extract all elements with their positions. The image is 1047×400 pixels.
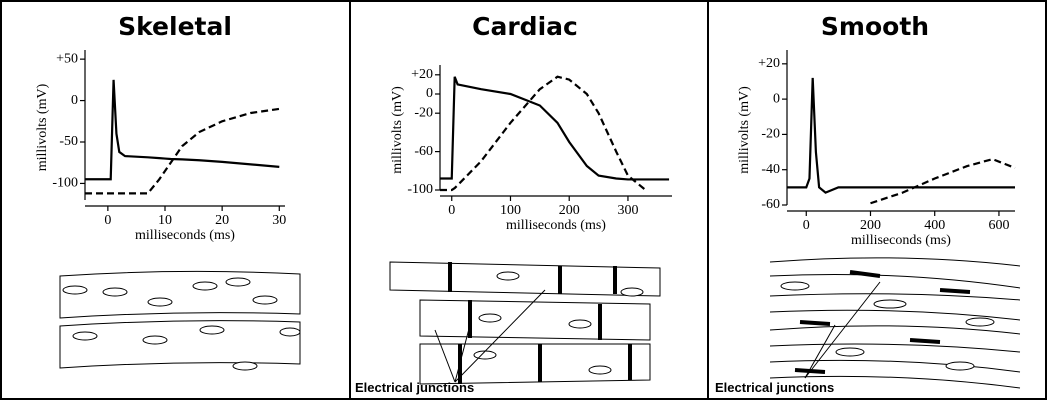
- y-tick-label: -100: [52, 176, 78, 191]
- figure: Skeletal +50 0 -50 -100 0 10 20 30 milliseconds (…: [0, 0, 1047, 400]
- y-tick-label: -100: [407, 182, 433, 197]
- x-tick-label: 300: [617, 203, 638, 218]
- x-axis-label: milliseconds (ms): [135, 228, 235, 243]
- x-tick-label: 30: [272, 213, 286, 228]
- y-tick-label: -50: [59, 134, 78, 149]
- series-line: [440, 77, 669, 180]
- y-tick-label: 0: [426, 86, 433, 101]
- series-line: [440, 77, 646, 190]
- x-tick-label: 0: [104, 213, 111, 228]
- y-tick-label: +20: [758, 56, 780, 71]
- x-tick-label: 200: [860, 218, 881, 233]
- x-tick-label: 0: [803, 218, 810, 233]
- annotation: Electrical junctions: [715, 380, 834, 395]
- y-tick-label: -20: [414, 105, 433, 120]
- y-tick-label: +50: [56, 51, 78, 66]
- panel-title: Cardiac: [472, 12, 578, 41]
- cardiac-illustration: [390, 262, 660, 384]
- series-line: [870, 159, 1015, 203]
- x-axis-label: milliseconds (ms): [851, 233, 951, 248]
- x-tick-label: 0: [448, 203, 455, 218]
- y-axis-label: millivolts (mV): [390, 86, 405, 174]
- annotation: Electrical junctions: [355, 380, 474, 395]
- x-tick-label: 100: [500, 203, 521, 218]
- y-tick-label: -60: [414, 144, 433, 159]
- skeletal-illustration: [60, 271, 300, 370]
- x-tick-label: 600: [988, 218, 1009, 233]
- series-line: [85, 80, 279, 179]
- series-line: [787, 78, 1015, 193]
- smooth-illustration: [770, 258, 1020, 388]
- x-tick-label: 10: [158, 213, 172, 228]
- y-axis-label: millivolts (mV): [737, 86, 752, 174]
- series-line: [85, 109, 279, 194]
- panel-title: Skeletal: [118, 12, 232, 41]
- y-tick-label: -40: [761, 162, 780, 177]
- x-tick-label: 20: [215, 213, 229, 228]
- y-tick-label: 0: [773, 91, 780, 106]
- x-tick-label: 200: [559, 203, 580, 218]
- y-tick-label: -60: [761, 197, 780, 212]
- x-tick-label: 400: [924, 218, 945, 233]
- y-axis-label: millivolts (mV): [35, 83, 50, 171]
- y-tick-label: 0: [71, 93, 78, 108]
- x-axis-label: milliseconds (ms): [506, 218, 606, 233]
- y-tick-label: +20: [411, 67, 433, 82]
- y-tick-label: -20: [761, 127, 780, 142]
- panel-title: Smooth: [821, 12, 929, 41]
